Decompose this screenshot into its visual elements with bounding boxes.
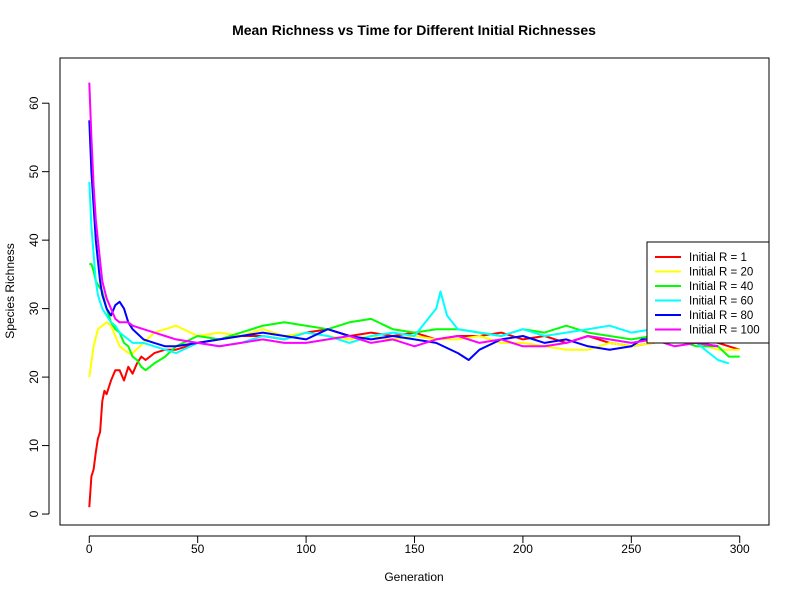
legend-label-3: Initial R = 60 (689, 296, 753, 308)
legend-label-2: Initial R = 40 (689, 281, 753, 293)
legend: Initial R = 1 Initial R = 20 Initial R = 4… (646, 241, 770, 344)
x-tick-label: 300 (730, 542, 750, 556)
y-tick-label: 50 (27, 165, 41, 179)
x-tick-label: 250 (621, 542, 641, 556)
chart-title: Mean Richness vs Time for Different Init… (232, 22, 596, 38)
y-tick-label: 40 (27, 233, 41, 247)
y-tick-label: 30 (27, 302, 41, 316)
series-line-2 (89, 263, 740, 372)
series-line-4 (88, 120, 719, 361)
y-tick-label: 60 (27, 96, 41, 110)
series-line-5 (88, 82, 719, 348)
x-tick-label: 150 (404, 542, 424, 556)
y-axis-label: Species Richness (3, 243, 17, 338)
y-tick-label: 20 (27, 370, 41, 384)
x-tick-label: 100 (296, 542, 316, 556)
axes: 0 50 100 150 200 250 300 0 10 20 30 40 50 60 (27, 57, 770, 556)
series-line-0 (88, 328, 740, 508)
legend-box (646, 241, 770, 344)
legend-label-1: Initial R = 20 (689, 267, 753, 279)
plot-area (88, 82, 740, 508)
y-tick-label: 0 (27, 510, 41, 517)
legend-label-4: Initial R = 80 (689, 310, 753, 322)
x-tick-label: 0 (86, 542, 93, 556)
x-tick-label: 200 (513, 542, 533, 556)
legend-label-0: Initial R = 1 (689, 252, 747, 264)
x-axis-label: Generation (384, 570, 443, 584)
x-tick-label: 50 (191, 542, 205, 556)
legend-label-5: Initial R = 100 (689, 325, 760, 337)
y-tick-label: 10 (27, 439, 41, 453)
